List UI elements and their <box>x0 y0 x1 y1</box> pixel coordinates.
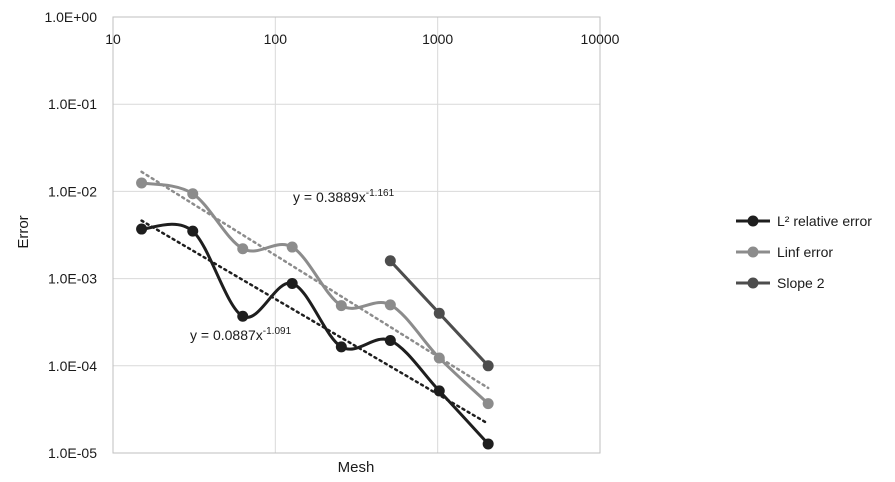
data-point <box>433 352 445 364</box>
x-axis-label: Mesh <box>338 459 375 476</box>
legend-swatch-marker <box>747 277 759 289</box>
axes <box>112 16 601 454</box>
gridlines <box>112 16 601 454</box>
y-tick-label: 1.0E-05 <box>48 445 97 461</box>
series-line <box>141 222 490 445</box>
data-point <box>335 300 347 312</box>
x-tick-label: 10 <box>105 31 121 47</box>
y-tick-label: 1.0E-03 <box>48 271 97 287</box>
series <box>136 177 494 450</box>
data-point <box>433 307 445 319</box>
series-line <box>141 181 490 405</box>
legend-swatch-marker <box>747 215 759 227</box>
y-tick-label: 1.0E+00 <box>44 9 97 25</box>
data-point <box>335 341 347 353</box>
data-point <box>286 277 298 289</box>
y-tick-label: 1.0E-04 <box>48 358 97 374</box>
y-tick-label: 1.0E-01 <box>48 96 97 112</box>
data-point <box>482 360 494 372</box>
data-point <box>237 310 249 322</box>
y-tick-label: 1.0E-02 <box>48 183 97 199</box>
legend-label: Linf error <box>777 244 833 260</box>
plot-area-border <box>112 16 601 454</box>
data-point <box>136 223 148 235</box>
legend-label: L² relative error <box>777 213 872 229</box>
data-point <box>384 299 396 311</box>
data-point <box>286 241 298 253</box>
trendlines <box>140 170 490 425</box>
data-point <box>136 177 148 189</box>
data-point <box>482 438 494 450</box>
trendline-equation: y = 0.0887x-1.091 <box>190 326 292 343</box>
data-point <box>433 385 445 397</box>
y-axis-label: Error <box>15 215 32 248</box>
x-tick-label: 100 <box>264 31 288 47</box>
trendline <box>140 170 490 390</box>
trendline <box>140 219 490 425</box>
legend-label: Slope 2 <box>777 275 825 291</box>
data-point <box>187 225 199 237</box>
x-tick-label: 1000 <box>422 31 453 47</box>
legend-swatch-marker <box>747 246 759 258</box>
data-point <box>187 188 199 200</box>
data-point <box>384 335 396 347</box>
legend: L² relative error Linf error Slope 2 <box>736 213 872 291</box>
data-point <box>237 243 249 255</box>
data-point <box>384 255 396 267</box>
trendline-equation: y = 0.3889x-1.161 <box>293 188 395 205</box>
labels: Mesh Error 10 100 1000 10000 1.0E+00 1.0E-01 1… <box>15 9 620 476</box>
x-tick-label: 10000 <box>581 31 620 47</box>
data-point <box>482 398 494 410</box>
